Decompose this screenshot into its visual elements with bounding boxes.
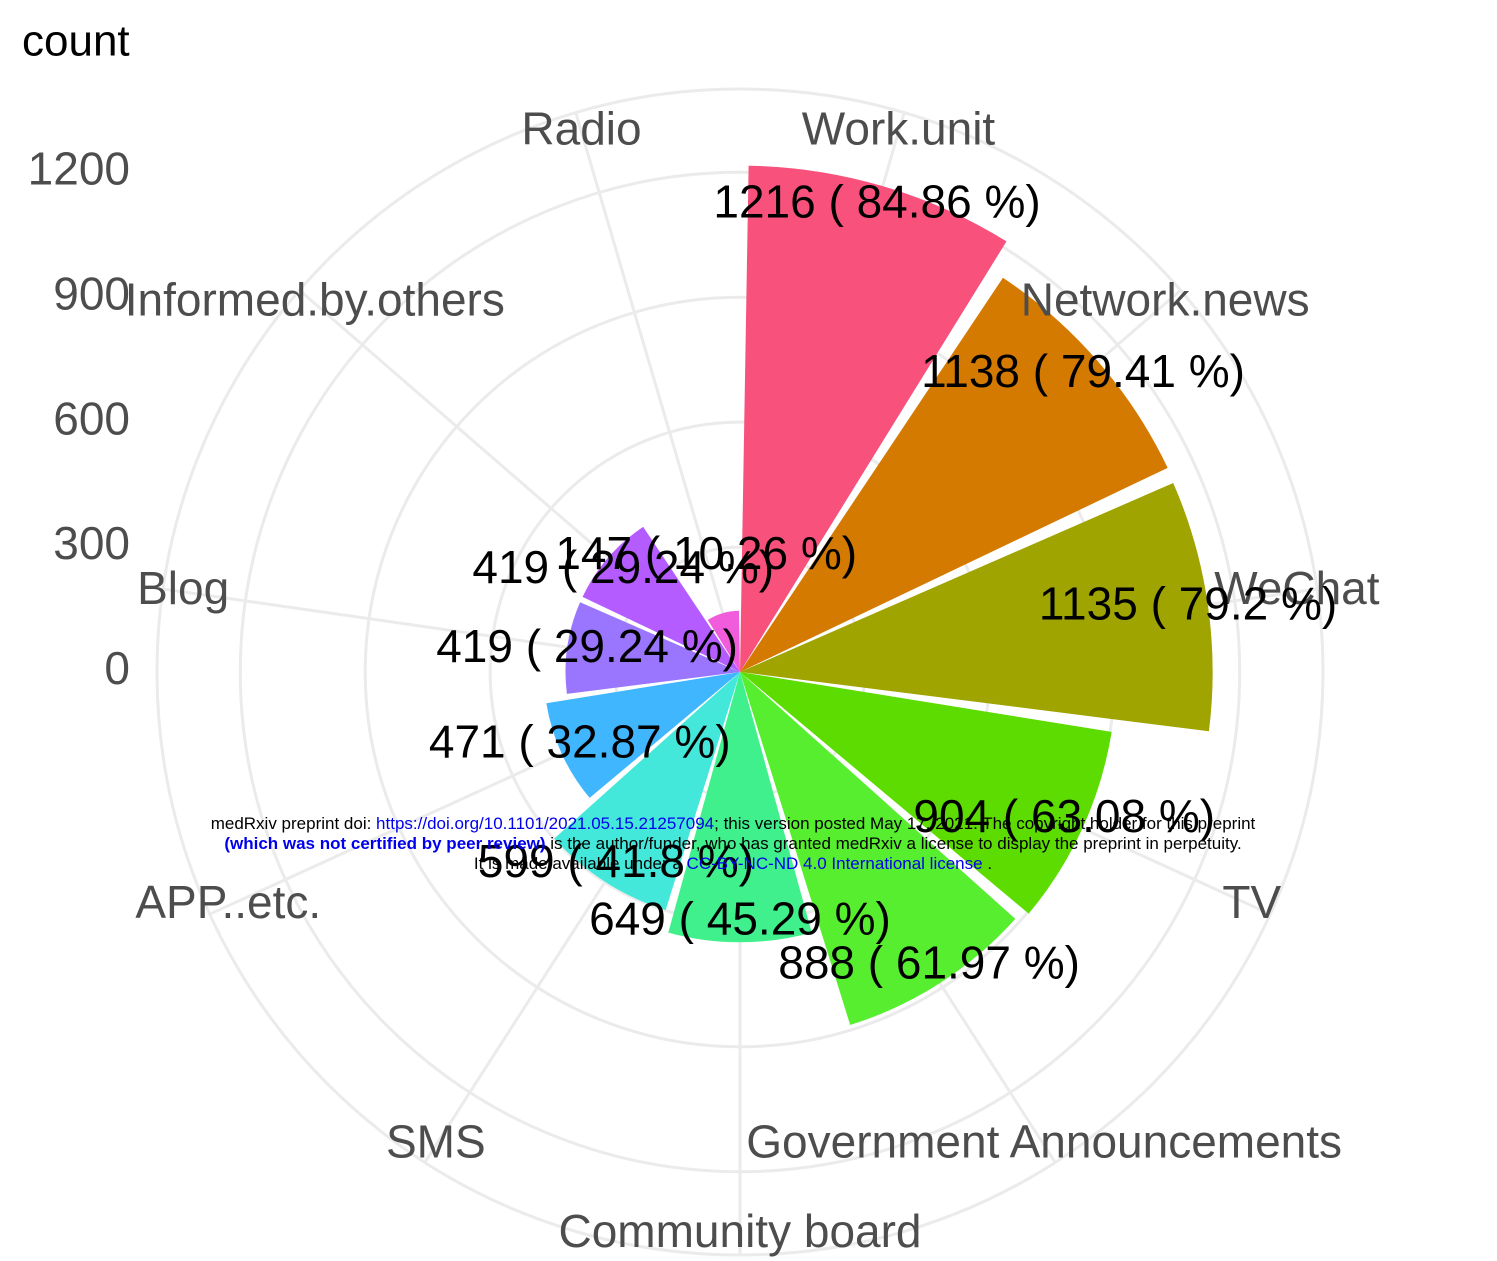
footer-line: medRxiv preprint doi: https://doi.org/10… (211, 814, 1256, 833)
value-label: 888 ( 61.97 %) (778, 936, 1080, 988)
footer-link[interactable]: https://doi.org/10.1101/2021.05.15.21257… (376, 814, 714, 833)
bar (707, 610, 740, 672)
bar (565, 602, 740, 694)
bar (582, 526, 740, 672)
value-label: 904 ( 63.08 %) (913, 790, 1215, 842)
value-label: 419 ( 29.24 %) (472, 541, 774, 593)
footer-text: . (983, 854, 992, 873)
y-tick-label: 0 (104, 642, 130, 694)
axis-title: count (22, 17, 130, 66)
y-tick-label: 300 (53, 517, 130, 569)
footer-line: (which was not certified by peer review)… (224, 834, 1241, 853)
value-label: 649 ( 45.29 %) (589, 892, 891, 944)
bar (740, 672, 1112, 914)
category-label: APP..etc. (135, 876, 321, 928)
category-label: Network.news (1021, 274, 1310, 326)
category-label: Government Announcements (746, 1115, 1342, 1167)
spoke (574, 112, 742, 673)
bar (740, 165, 1007, 672)
category-label: Work.unit (802, 102, 996, 154)
bar (546, 672, 740, 798)
footer-line: It is made available under a CC-BY-NC-ND… (474, 854, 992, 873)
labels: 0 300 600 900 1200 Work.unit 1216 ( 84.86 %) Ne… (28, 102, 1380, 1256)
footer-text: (which was not certified by peer review) (224, 834, 545, 853)
category-label: Radio (521, 102, 641, 154)
value-label: 471 ( 32.87 %) (429, 715, 731, 767)
value-label: 599 ( 41.8 %) (478, 835, 754, 887)
category-label: Informed.by.others (125, 274, 505, 326)
footer-link[interactable]: CC-BY-NC-ND 4.0 International license (687, 854, 983, 873)
y-tick-label: 900 (53, 267, 130, 319)
bar (740, 672, 1016, 1025)
footer-text: It is made available under a (474, 854, 687, 873)
bar (668, 672, 812, 943)
category-label: WeChat (1214, 562, 1380, 614)
category-label: Blog (137, 562, 229, 614)
footer-text: medRxiv preprint doi: (211, 814, 376, 833)
bar (740, 482, 1213, 732)
bar (740, 277, 1168, 672)
value-label: 419 ( 29.24 %) (436, 620, 738, 672)
category-label: SMS (386, 1115, 486, 1167)
footer-text: is the author/funder, who has granted me… (546, 834, 1242, 853)
footer-text: ; this version posted May 17, 2021. The … (714, 814, 1255, 833)
value-label: 1135 ( 79.2 %) (1039, 578, 1337, 630)
bar (554, 672, 740, 911)
category-label: Community board (558, 1205, 921, 1257)
value-label: 1216 ( 84.86 %) (713, 175, 1040, 227)
y-tick-label: 600 (53, 392, 130, 444)
bars (546, 165, 1213, 1025)
value-label: 147 ( 10.26 %) (555, 527, 857, 579)
value-label: 1138 ( 79.41 %) (921, 345, 1245, 397)
category-label: TV (1222, 876, 1281, 928)
y-tick-label: 1200 (28, 142, 130, 194)
